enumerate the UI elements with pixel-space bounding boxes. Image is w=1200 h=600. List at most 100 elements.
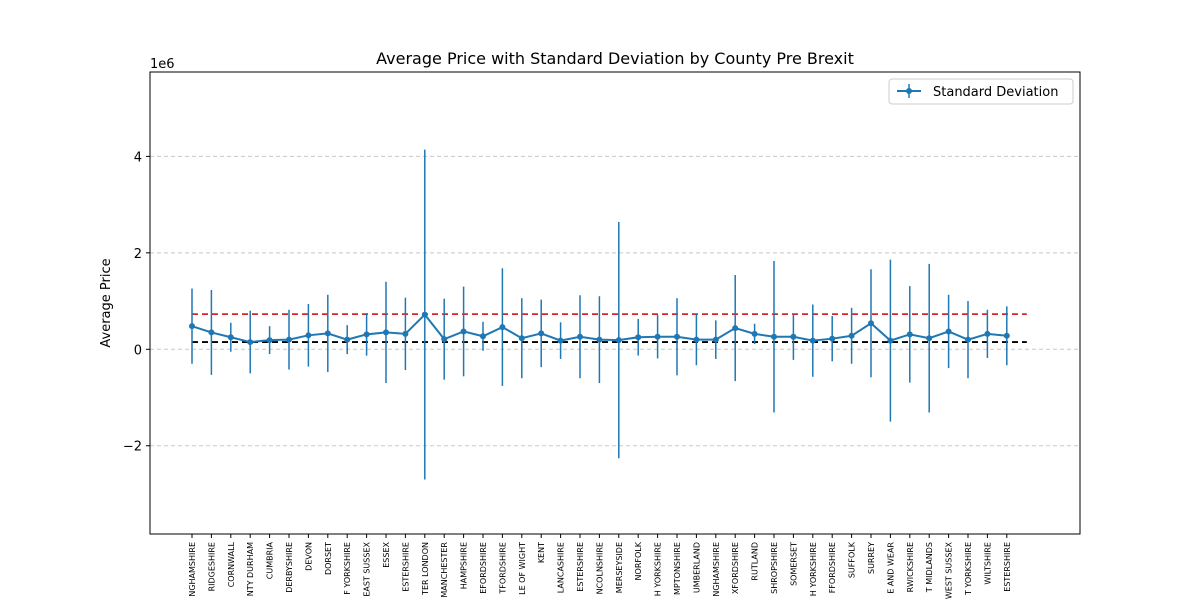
grid-layer [150, 155, 1080, 447]
y-axis-ticks: −2 0 2 4 [123, 150, 150, 455]
data-point [402, 330, 409, 337]
x-tick-label: NCOLNSHIRE [595, 542, 604, 594]
x-tick-label: TFORDSHIRE [498, 542, 507, 595]
plot-frame [149, 71, 1081, 535]
data-point [906, 331, 913, 338]
x-tick-label: DORSET [324, 542, 333, 575]
x-tick-label: KENT [537, 542, 546, 563]
x-tick-label: H YORKSHIRE [809, 542, 818, 596]
y-tick-label: −2 [123, 440, 142, 455]
legend-marker-swatch [906, 88, 912, 94]
data-point [305, 332, 312, 339]
data-point [189, 323, 195, 330]
x-tick-label: LE OF WIGHT [518, 542, 527, 595]
y-tick-label: 0 [134, 343, 142, 358]
x-tick-label: E AND WEAR [886, 542, 895, 594]
data-point [790, 333, 797, 340]
x-tick-label: EAST SUSSEX [363, 541, 372, 596]
chart-title: Average Price with Standard Deviation by… [376, 49, 854, 68]
data-point [809, 337, 816, 344]
data-point [732, 325, 739, 332]
data-point [887, 337, 894, 344]
x-tick-label: CUMBRIA [266, 541, 275, 579]
data-point [344, 336, 351, 343]
data-point [577, 333, 583, 340]
x-tick-label: NTY DURHAM [246, 542, 255, 596]
x-tick-label: NGHAMSHIRE [712, 542, 721, 597]
x-tick-label: SHROPSHIRE [770, 542, 779, 594]
x-tick-label: XFORDSHIRE [731, 542, 740, 594]
x-tick-label: UMBERLAND [692, 542, 701, 593]
y-tick-label: 2 [134, 247, 142, 262]
data-point [829, 335, 836, 342]
x-tick-label: DERBYSHIRE [285, 542, 294, 593]
x-tick-label: MPTONSHIRE [673, 542, 682, 595]
data-point [712, 336, 719, 343]
data-point [247, 339, 254, 346]
y-offset-label: 1e6 [150, 57, 175, 72]
x-tick-label: RUTLAND [751, 542, 760, 581]
data-point [480, 333, 486, 340]
x-tick-label: WILTSHIRE [983, 542, 992, 585]
x-tick-label: ESSEX [382, 541, 391, 567]
data-point [771, 333, 777, 340]
reference-lines-layer [192, 313, 1027, 343]
x-tick-label: ESTERSHIRE [1003, 542, 1012, 592]
x-tick-label: RWICKSHIRE [906, 542, 915, 592]
data-point [984, 330, 991, 337]
x-tick-label: T YORKSHIRE [964, 542, 973, 596]
data-point [227, 334, 234, 341]
x-tick-label: RIDGESHIRE [207, 542, 216, 591]
x-tick-label: F YORKSHIRE [343, 542, 352, 595]
series-layer [189, 311, 1010, 346]
data-point [965, 336, 971, 343]
data-point [751, 330, 758, 337]
data-point [208, 329, 215, 336]
x-tick-label: TER LONDON [421, 542, 430, 596]
data-point [518, 335, 525, 342]
x-tick-label: H YORKSHIRE [654, 542, 663, 596]
legend-entry-label: Standard Deviation [933, 85, 1058, 100]
x-tick-label: ESTERSHIRE [576, 542, 585, 592]
data-point [654, 333, 661, 340]
data-point [868, 320, 874, 327]
data-point [441, 336, 448, 343]
x-tick-label: NORFOLK [634, 541, 643, 580]
x-tick-label: T MIDLANDS [925, 542, 934, 593]
x-axis-ticks: NGHAMSHIRE RIDGESHIRE CORNWALL NTY DURHAM CU… [188, 534, 1012, 599]
data-point [693, 336, 700, 343]
data-point [945, 328, 952, 335]
y-axis-label: Average Price [99, 258, 114, 347]
data-point [848, 332, 855, 339]
data-point [1003, 332, 1010, 339]
data-point [324, 330, 331, 337]
x-tick-label: DEVON [304, 542, 313, 571]
data-point [383, 329, 389, 336]
data-point [499, 324, 506, 331]
x-tick-label: SURREY [867, 542, 876, 574]
x-tick-label: WEST SUSSEX [945, 541, 954, 599]
data-point [266, 337, 273, 344]
data-point [557, 337, 564, 344]
legend-box [888, 78, 1074, 105]
data-point [286, 336, 292, 343]
data-point [460, 328, 467, 335]
x-tick-label: FFORDSHIRE [828, 542, 837, 593]
data-point [363, 331, 370, 338]
x-tick-label: MERSEYSIDE [615, 542, 624, 593]
data-point [596, 336, 603, 343]
x-tick-label: HAMPSHIRE [460, 542, 469, 589]
data-point [674, 333, 680, 340]
y-tick-label: 4 [134, 150, 142, 165]
x-tick-label: SOMERSET [789, 542, 798, 586]
x-tick-label: CORNWALL [227, 541, 236, 587]
data-point [538, 330, 545, 337]
legend: Standard Deviation [888, 78, 1074, 105]
data-point [615, 337, 622, 344]
x-tick-label: SUFFOLK [848, 541, 857, 578]
data-point [635, 334, 642, 341]
x-tick-label: LANCASHIRE [557, 542, 566, 593]
data-point [421, 311, 428, 318]
